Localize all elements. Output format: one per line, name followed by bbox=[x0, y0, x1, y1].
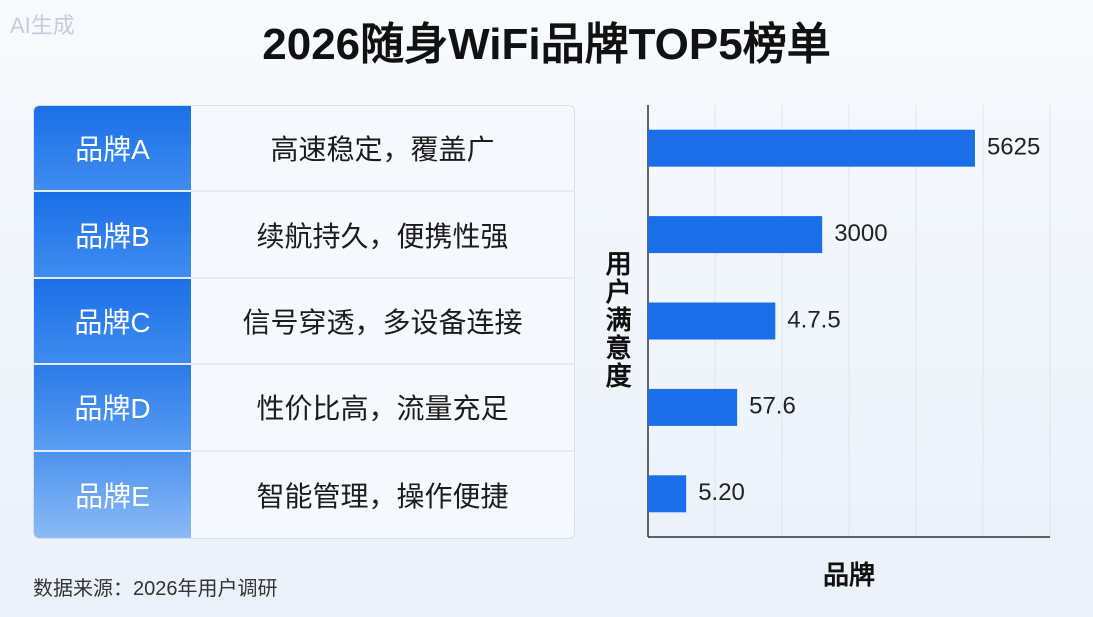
x-axis-title: 品牌 bbox=[823, 560, 875, 590]
desc-cell: 高速稳定，覆盖广 bbox=[270, 134, 495, 166]
bar bbox=[648, 216, 823, 254]
bar-label: 5625 bbox=[987, 134, 1040, 161]
bar bbox=[648, 388, 738, 426]
bar bbox=[648, 302, 776, 340]
bar-label: 57.6 bbox=[749, 393, 796, 420]
brand-cell: 品牌A bbox=[34, 106, 191, 191]
source-note: 数据来源：2026年用户调研 bbox=[33, 578, 278, 600]
brand-cell: 品牌C bbox=[34, 278, 191, 364]
bar-label: 4.7.5 bbox=[787, 306, 840, 333]
table-row: 品牌C 信号穿透，多设备连接 bbox=[34, 278, 574, 366]
brand-cell: 品牌D bbox=[34, 365, 191, 450]
desc-cell: 信号穿透，多设备连接 bbox=[242, 306, 523, 338]
table-row: 品牌B 续航持久，便携性强 bbox=[34, 192, 574, 279]
table-row: 品牌A 高速稳定，覆盖广 bbox=[34, 106, 574, 193]
table-row: 品牌D 性价比高，流量充足 bbox=[34, 365, 574, 452]
bar bbox=[648, 475, 687, 513]
bar-label: 3000 bbox=[834, 220, 887, 247]
y-axis-title: 用户满意度 bbox=[602, 250, 632, 390]
brand-cell: 品牌B bbox=[34, 192, 191, 277]
desc-cell: 续航持久，便携性强 bbox=[256, 220, 509, 252]
desc-cell: 性价比高，流量充足 bbox=[256, 393, 509, 425]
page-title: 2026随身WiFi品牌TOP5榜单 bbox=[262, 20, 831, 69]
brand-table: 品牌A 高速稳定，覆盖广 品牌B 续航持久，便携性强 品牌C 信号穿透，多设备连接 品… bbox=[33, 105, 575, 539]
ai-badge: AI生成 bbox=[10, 13, 75, 38]
bar bbox=[648, 129, 975, 167]
brand-cell: 品牌E bbox=[34, 451, 191, 538]
bar-label: 5.20 bbox=[698, 479, 745, 506]
desc-cell: 智能管理，操作便捷 bbox=[256, 480, 509, 512]
table-row: 品牌E 智能管理，操作便捷 bbox=[34, 451, 574, 538]
